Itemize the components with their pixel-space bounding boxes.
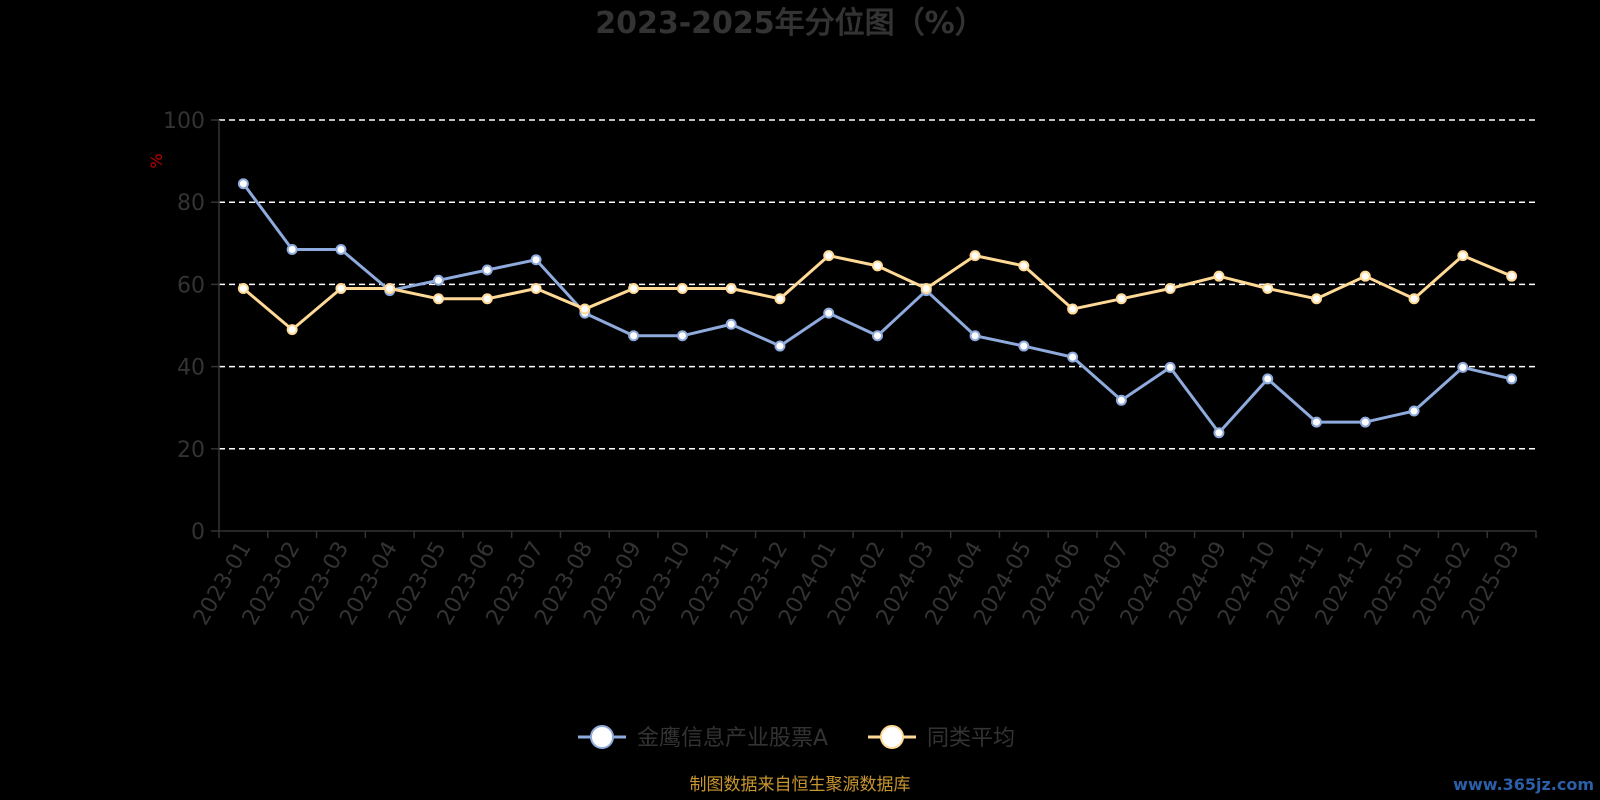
watermark: www.365jz.com bbox=[1453, 775, 1594, 794]
data-point bbox=[1018, 260, 1030, 272]
data-point bbox=[433, 274, 444, 286]
legend-item-2[interactable]: 同类平均 bbox=[868, 725, 1015, 751]
axes bbox=[211, 119, 1537, 538]
y-tick-labels: 0 20 40 60 80 100 bbox=[163, 109, 205, 545]
data-point bbox=[1115, 293, 1127, 305]
data-point bbox=[1457, 250, 1469, 262]
data-point bbox=[335, 243, 347, 255]
data-point bbox=[1213, 427, 1225, 439]
y-axis-label: % bbox=[147, 153, 166, 168]
data-point bbox=[286, 324, 298, 336]
data-point bbox=[1506, 270, 1518, 282]
data-point bbox=[1359, 416, 1371, 428]
data-point bbox=[1213, 270, 1225, 282]
data-point bbox=[823, 307, 835, 319]
data-point bbox=[1408, 405, 1420, 417]
x-tick-labels: 2023-012023-022023-032023-042023-052023-… bbox=[189, 538, 1525, 630]
data-point bbox=[1067, 303, 1079, 315]
legend-label: 金鹰信息产业股票A bbox=[637, 726, 828, 751]
data-point bbox=[530, 283, 542, 295]
legend[interactable]: 金鹰信息产业股票A 同类平均 bbox=[578, 725, 1015, 751]
data-point bbox=[676, 330, 688, 342]
data-point bbox=[384, 283, 396, 295]
data-point bbox=[1262, 283, 1274, 295]
data-point bbox=[335, 283, 347, 295]
data-point bbox=[481, 293, 493, 305]
data-point bbox=[774, 293, 786, 305]
chart-title: 2023-2025年分位图（%） bbox=[595, 6, 985, 41]
y-tick-label: 80 bbox=[177, 191, 205, 216]
data-point bbox=[774, 340, 786, 352]
y-tick-label: 40 bbox=[177, 356, 205, 381]
data-point bbox=[1164, 361, 1176, 373]
data-point bbox=[237, 178, 249, 190]
data-point bbox=[1457, 361, 1469, 373]
data-point bbox=[1311, 416, 1322, 428]
data-point bbox=[481, 264, 493, 276]
data-point bbox=[530, 254, 542, 266]
data-point bbox=[1067, 351, 1079, 363]
legend-item-1[interactable]: 金鹰信息产业股票A bbox=[578, 725, 828, 751]
legend-label: 同类平均 bbox=[927, 726, 1015, 751]
legend-swatch-marker bbox=[590, 725, 614, 749]
legend-swatch-marker bbox=[880, 725, 904, 749]
data-point bbox=[676, 283, 688, 295]
y-tick-label: 20 bbox=[177, 438, 205, 463]
data-point bbox=[433, 293, 444, 305]
data-point bbox=[872, 330, 883, 342]
data-source-note: 制图数据来自恒生聚源数据库 bbox=[690, 775, 911, 795]
data-point bbox=[969, 330, 981, 342]
series-lines bbox=[237, 178, 1518, 439]
data-point bbox=[286, 243, 298, 255]
data-point bbox=[920, 283, 932, 295]
series-line-1 bbox=[242, 182, 1512, 435]
data-point bbox=[725, 283, 737, 295]
data-point bbox=[1164, 283, 1176, 295]
data-point bbox=[237, 283, 249, 295]
data-point bbox=[1359, 270, 1371, 282]
y-tick-label: 0 bbox=[191, 520, 205, 545]
data-point bbox=[628, 283, 640, 295]
data-point bbox=[579, 303, 591, 315]
y-tick-label: 60 bbox=[177, 273, 205, 298]
data-point bbox=[1262, 373, 1274, 385]
y-tick-label: 100 bbox=[163, 109, 205, 134]
data-point bbox=[1506, 373, 1518, 385]
data-point bbox=[969, 250, 981, 262]
data-point bbox=[823, 250, 835, 262]
data-point bbox=[725, 318, 737, 330]
data-point bbox=[1408, 293, 1420, 305]
data-point bbox=[872, 260, 883, 272]
data-point bbox=[1311, 293, 1322, 305]
data-point bbox=[1115, 394, 1127, 406]
data-point bbox=[1018, 340, 1030, 352]
data-point bbox=[628, 330, 640, 342]
